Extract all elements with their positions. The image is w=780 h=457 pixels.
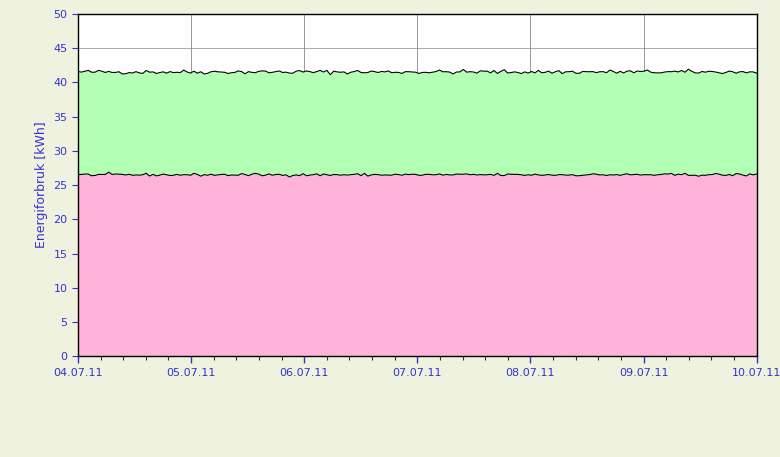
Y-axis label: Energiforbruk [kWh]: Energiforbruk [kWh] — [35, 122, 48, 249]
